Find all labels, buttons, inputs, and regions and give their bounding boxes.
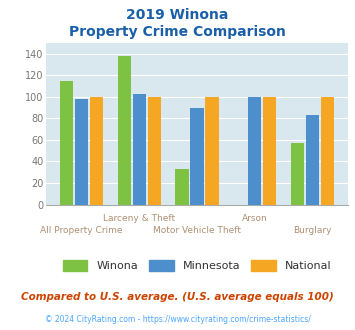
Bar bbox=[148, 97, 161, 205]
Text: All Property Crime: All Property Crime bbox=[40, 226, 123, 235]
Bar bbox=[263, 97, 277, 205]
Text: Motor Vehicle Theft: Motor Vehicle Theft bbox=[153, 226, 241, 235]
Text: Burglary: Burglary bbox=[293, 226, 332, 235]
Bar bbox=[75, 99, 88, 205]
Bar bbox=[118, 56, 131, 205]
Bar bbox=[248, 97, 261, 205]
Bar bbox=[206, 97, 219, 205]
Bar bbox=[90, 97, 103, 205]
Text: 2019 Winona: 2019 Winona bbox=[126, 8, 229, 22]
Bar bbox=[133, 94, 146, 205]
Bar bbox=[306, 115, 319, 205]
Bar bbox=[321, 97, 334, 205]
Text: Larceny & Theft: Larceny & Theft bbox=[103, 214, 175, 223]
Bar bbox=[190, 108, 204, 205]
Bar bbox=[291, 143, 304, 205]
Text: Arson: Arson bbox=[242, 214, 268, 223]
Bar bbox=[175, 169, 189, 205]
Text: © 2024 CityRating.com - https://www.cityrating.com/crime-statistics/: © 2024 CityRating.com - https://www.city… bbox=[45, 315, 310, 324]
Text: Compared to U.S. average. (U.S. average equals 100): Compared to U.S. average. (U.S. average … bbox=[21, 292, 334, 302]
Text: Property Crime Comparison: Property Crime Comparison bbox=[69, 25, 286, 39]
Bar bbox=[60, 81, 73, 205]
Legend: Winona, Minnesota, National: Winona, Minnesota, National bbox=[59, 255, 335, 276]
